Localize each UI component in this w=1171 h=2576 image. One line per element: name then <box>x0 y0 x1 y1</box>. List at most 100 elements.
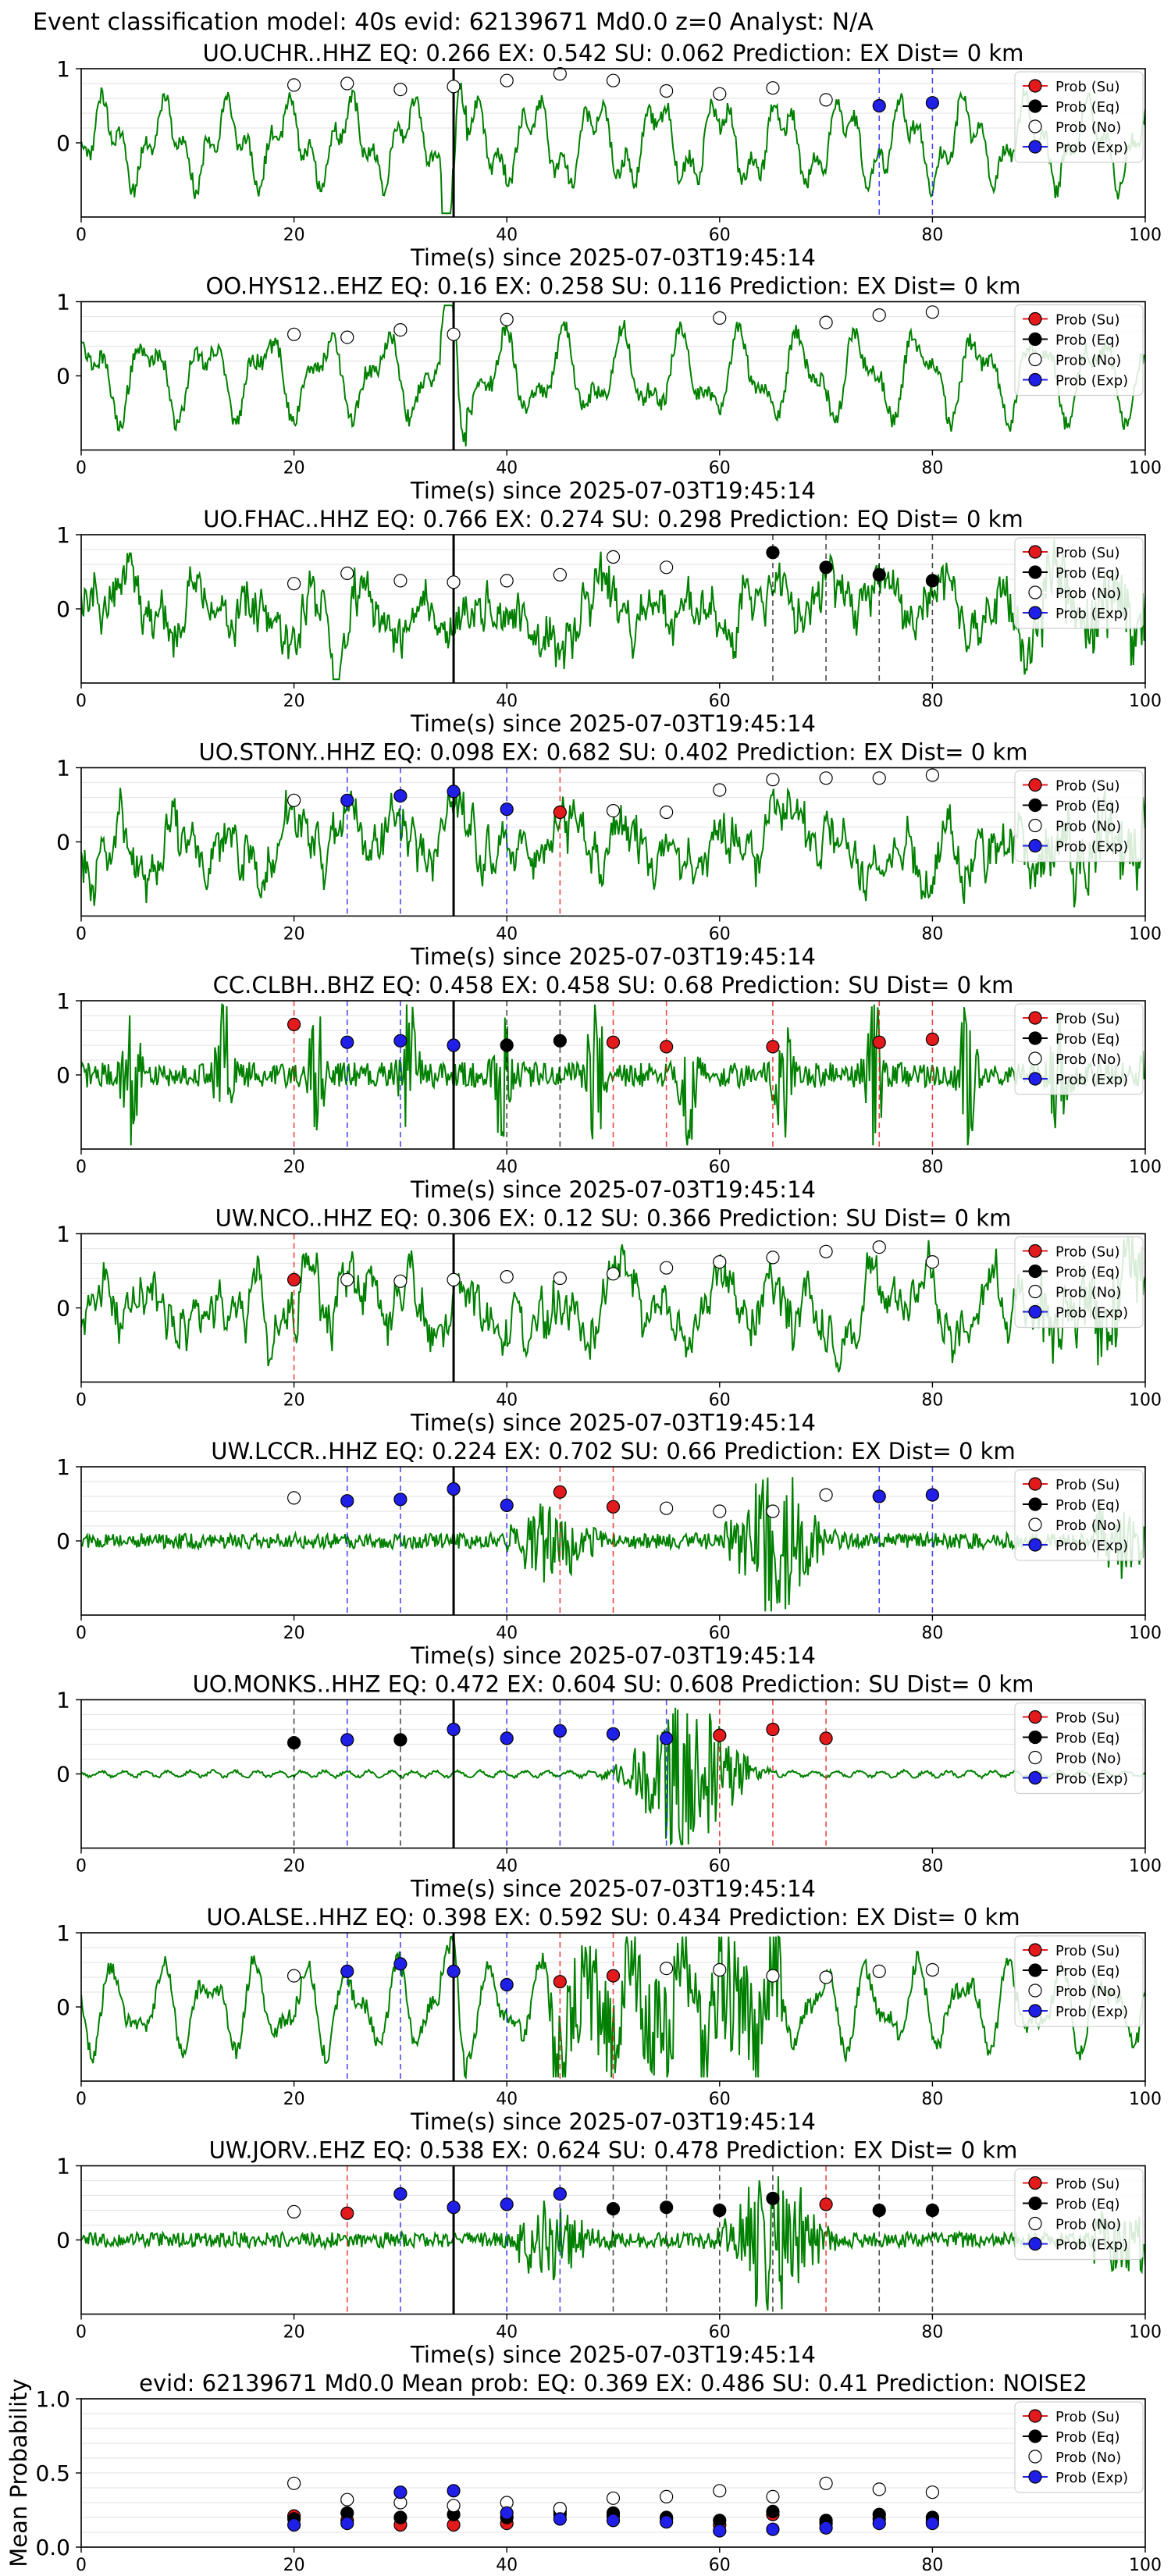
legend-label: Prob (No) <box>1055 1751 1121 1767</box>
x-tick-label: 0 <box>76 1391 87 1411</box>
legend-marker-exp <box>1028 606 1042 620</box>
y-tick-label: 0 <box>56 1062 70 1088</box>
legend-marker-no <box>1028 2450 1042 2464</box>
x-tick-label: 100 <box>1129 226 1162 245</box>
legend-label: Prob (Eq) <box>1055 2429 1120 2446</box>
mean-prob-point-exp <box>606 2514 621 2528</box>
x-tick-label: 60 <box>709 692 731 711</box>
x-tick-label: 40 <box>496 2323 518 2343</box>
prob-point-no <box>606 73 621 87</box>
x-axis-label: Time(s) since 2025-07-03T19:45:14 <box>410 944 816 970</box>
prob-point-exp <box>447 785 461 799</box>
waveform-trace <box>81 787 1145 908</box>
prob-point-eq <box>925 2203 940 2218</box>
prob-point-no <box>713 1962 727 1977</box>
legend-label: Prob (Exp) <box>1055 2470 1128 2486</box>
prob-point-exp <box>393 2187 408 2201</box>
station-panel-uw-lccr-hhz: UW.LCCR..HHZ EQ: 0.224 EX: 0.702 SU: 0.6… <box>56 1438 1162 1669</box>
legend-label: Prob (Exp) <box>1055 839 1128 856</box>
prob-point-su <box>553 1975 567 1989</box>
prob-point-no <box>340 1272 354 1287</box>
legend-marker-eq <box>1028 1497 1042 1511</box>
x-axis-label: Time(s) since 2025-07-03T19:45:14 <box>410 244 816 271</box>
x-tick-label: 100 <box>1129 925 1162 945</box>
x-tick-label: 80 <box>921 1624 943 1643</box>
prob-point-su <box>872 1035 886 1049</box>
prob-point-exp <box>393 1957 408 1971</box>
legend-marker-no <box>1028 352 1042 367</box>
legend-marker-su <box>1028 311 1042 326</box>
legend-label: Prob (Su) <box>1055 1244 1120 1261</box>
prob-point-exp <box>660 1731 674 1745</box>
x-tick-label: 20 <box>283 925 305 945</box>
legend-label: Prob (Eq) <box>1055 1963 1120 1980</box>
prob-point-no <box>819 1488 833 1502</box>
legend-marker-no <box>1028 1517 1042 1532</box>
legend-label: Prob (Eq) <box>1055 2197 1120 2213</box>
prob-point-no <box>819 1970 833 1984</box>
x-tick-label: 80 <box>921 459 943 479</box>
x-tick-label: 40 <box>496 1158 518 1177</box>
legend-marker-exp <box>1028 2004 1042 2018</box>
prob-point-exp <box>447 1964 461 1978</box>
legend-marker-no <box>1028 1984 1042 1998</box>
x-tick-label: 0 <box>76 1624 87 1643</box>
prob-point-no <box>713 1504 727 1518</box>
legend-label: Prob (No) <box>1055 1517 1121 1534</box>
prob-point-su <box>340 2206 354 2220</box>
x-axis-label: Time(s) since 2025-07-03T19:45:14 <box>410 1176 816 1203</box>
station-panel-uo-alse-hhz: UO.ALSE..HHZ EQ: 0.398 EX: 0.592 SU: 0.4… <box>56 1904 1162 2135</box>
legend-label: Prob (No) <box>1055 1984 1121 2000</box>
prob-point-su <box>553 1485 567 1499</box>
panel-title: OO.HYS12..EHZ EQ: 0.16 EX: 0.258 SU: 0.1… <box>206 273 1021 300</box>
prob-point-exp <box>447 2201 461 2215</box>
prob-point-no <box>713 87 727 101</box>
legend-label: Prob (Eq) <box>1055 1731 1120 1747</box>
prob-point-no <box>819 315 833 329</box>
legend-label: Prob (Exp) <box>1055 2237 1128 2254</box>
legend-box <box>1014 2401 1144 2493</box>
mean-prob-point-exp <box>819 2521 833 2535</box>
legend-box <box>1014 1236 1144 1329</box>
prob-point-eq <box>872 568 886 582</box>
x-tick-label: 100 <box>1129 2556 1162 2575</box>
x-tick-label: 80 <box>921 226 943 245</box>
prob-point-no <box>287 2204 301 2218</box>
y-tick-label: 0 <box>56 1994 70 2020</box>
prob-point-eq <box>819 560 833 575</box>
prob-point-no <box>553 568 567 582</box>
y-tick-label: 1 <box>56 1920 70 1946</box>
legend-label: Prob (Exp) <box>1055 1538 1128 1554</box>
prob-point-exp <box>925 1488 940 1502</box>
prob-point-su <box>819 1731 833 1745</box>
prob-point-exp <box>447 1482 461 1496</box>
x-tick-label: 20 <box>283 2323 305 2343</box>
legend-label: Prob (Su) <box>1055 2409 1120 2425</box>
prob-point-no <box>872 1964 886 1978</box>
y-tick-label: 0 <box>56 2228 70 2254</box>
legend-label: Prob (Eq) <box>1055 565 1120 582</box>
prob-point-no <box>447 327 461 341</box>
station-panel-uo-fhac-hhz: UO.FHAC..HHZ EQ: 0.766 EX: 0.274 SU: 0.2… <box>56 506 1162 737</box>
panel-title: UO.MONKS..HHZ EQ: 0.472 EX: 0.604 SU: 0.… <box>193 1671 1034 1698</box>
prob-point-exp <box>500 2197 514 2211</box>
x-tick-label: 100 <box>1129 1857 1162 1877</box>
prob-point-no <box>287 1969 301 1983</box>
prob-point-no <box>925 1254 940 1269</box>
waveform-trace <box>81 1477 1145 1612</box>
x-tick-label: 60 <box>709 226 731 245</box>
prob-point-eq <box>925 574 940 588</box>
x-tick-label: 100 <box>1129 1158 1162 1177</box>
prob-point-su <box>606 1035 621 1049</box>
x-tick-label: 20 <box>283 1391 305 1411</box>
prob-point-exp <box>340 793 354 807</box>
waveform-trace <box>81 1236 1145 1373</box>
legend-label: Prob (Exp) <box>1055 2004 1128 2020</box>
x-tick-label: 0 <box>76 1158 87 1177</box>
mean-probability-panel: evid: 62139671 Md0.0 Mean prob: EQ: 0.36… <box>5 2370 1162 2575</box>
y-tick-label: 1 <box>56 2154 70 2179</box>
x-tick-label: 60 <box>709 459 731 479</box>
legend-label: Prob (Su) <box>1055 79 1120 95</box>
prob-point-exp <box>447 1722 461 1737</box>
legend-marker-exp <box>1028 140 1042 154</box>
